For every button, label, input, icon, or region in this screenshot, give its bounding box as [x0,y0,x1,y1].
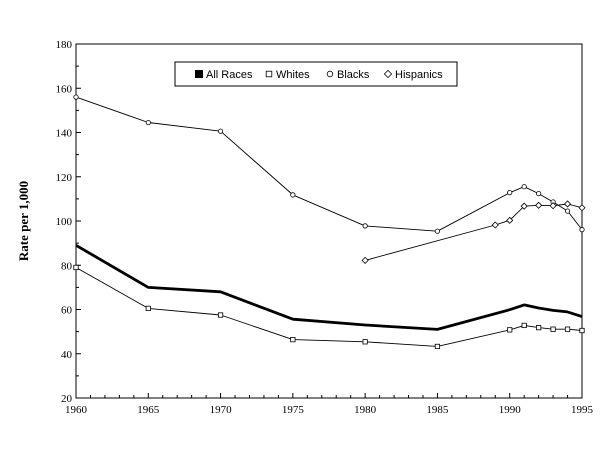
data-point-blacks [290,192,296,198]
x-tick-label: 1985 [426,404,449,416]
data-point-whites [536,325,542,331]
data-point-whites [217,312,224,318]
legend-item-blacks: Blacks [326,69,370,81]
data-point-blacks [521,184,527,190]
legend-box [174,61,458,87]
data-point-blacks [217,128,224,134]
y-tick-label: 40 [61,349,73,361]
y-tick-label: 160 [56,83,73,95]
data-point-hispanics [549,202,557,210]
series-line-all-races [75,244,583,331]
legend-label-whites: Whites [276,69,310,81]
legend-label-blacks: Blacks [337,69,370,81]
legend-marker-all-races [195,70,203,78]
series-all-races [75,244,583,331]
data-point-hispanics [535,201,543,209]
x-tick-label: 1990 [499,404,522,416]
data-point-whites [73,264,79,271]
y-tick-label: 100 [56,216,73,228]
series-layer [73,94,586,350]
y-tick-label: 120 [56,172,73,184]
series-blacks [73,94,585,234]
x-tick-label: 1970 [210,404,233,416]
y-axis-title: Rate per 1,000 [16,181,31,261]
data-point-blacks [579,227,585,233]
series-hispanics [361,200,586,264]
data-point-whites [521,322,527,329]
legend-item-whites: Whites [265,69,310,81]
data-point-hispanics [361,256,369,264]
legend: All Races Whites Blacks Hispanics [174,61,458,87]
data-point-blacks [434,228,441,234]
y-tick-label: 180 [56,39,73,51]
data-point-hispanics [578,204,586,212]
data-point-blacks [145,119,151,126]
x-tick-label: 1960 [65,404,88,416]
x-tick-label: 1965 [137,404,160,416]
series-line-blacks [75,96,583,232]
data-point-whites [507,327,513,333]
legend-item-all-races: All Races [195,69,253,81]
x-tick-label: 1975 [282,404,305,416]
data-point-hispanics [506,216,514,224]
x-axis: 1960 1965 1970 1975 1980 1985 1990 1995 [65,393,594,416]
y-tick-label: 60 [61,305,73,317]
legend-marker-blacks [326,70,334,78]
data-point-hispanics [563,200,572,208]
series-whites [73,264,585,350]
data-point-blacks [536,190,542,197]
y-tick-label: 20 [61,393,73,405]
data-point-whites [145,305,151,311]
data-point-whites [550,326,556,332]
series-line-hispanics [364,203,583,261]
data-point-blacks [362,223,368,229]
series-line-whites [75,267,583,347]
data-point-hispanics [491,221,499,229]
legend-marker-whites [265,70,273,78]
data-point-hispanics [520,202,528,210]
y-tick-label: 140 [56,128,73,140]
data-point-whites [579,327,585,334]
x-tick-label: 1995 [571,404,594,416]
data-point-blacks [507,190,513,196]
legend-label-hispanics: Hispanics [395,69,443,81]
y-tick-label: 80 [61,260,73,272]
legend-item-hispanics: Hispanics [383,69,443,81]
data-point-blacks [564,208,571,214]
legend-label-all-races: All Races [206,69,253,81]
y-axis: 20 40 60 80 100 120 140 160 180 [56,39,81,405]
x-tick-label: 1980 [354,404,377,416]
data-point-whites [362,339,368,345]
legend-marker-hispanics [383,69,393,79]
data-point-blacks [73,94,79,100]
data-point-whites [564,326,571,332]
plot-area [75,43,583,399]
data-point-whites [290,336,296,343]
data-point-whites [434,343,441,350]
